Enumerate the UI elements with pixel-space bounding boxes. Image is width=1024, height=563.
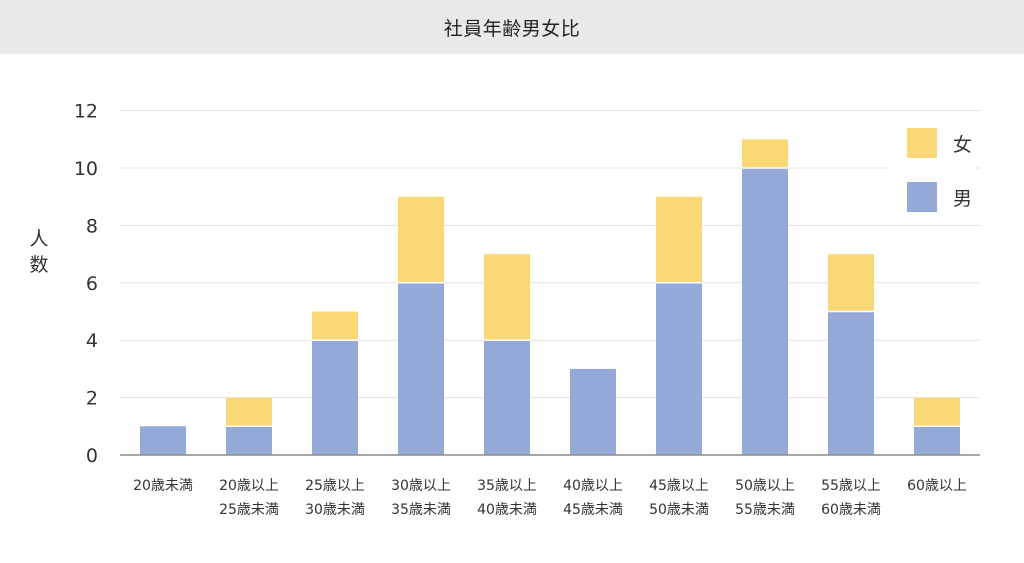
y-axis-label: 人数 [29, 228, 49, 276]
x-tick-label: 50歳以上 [735, 478, 795, 494]
x-tick-label: 20歳以上 [219, 478, 279, 494]
bar-male [140, 426, 186, 455]
x-tick-label: 40歳以上 [563, 478, 623, 494]
y-tick-label: 12 [74, 101, 98, 123]
bar-female [312, 311, 358, 341]
y-tick-label: 0 [86, 445, 98, 467]
x-tick-label: 35歳以上 [477, 478, 537, 494]
legend-item-male[interactable]: 男 [890, 170, 974, 224]
x-tick-label: 40歳未満 [477, 502, 537, 518]
y-tick-label: 8 [86, 215, 98, 237]
x-tick-label: 55歳以上 [821, 478, 881, 494]
bar-male [312, 340, 358, 455]
x-tick-label: 55歳未満 [735, 502, 795, 518]
bar-male [914, 426, 960, 455]
bar-male [226, 426, 272, 455]
bar-male [656, 282, 702, 455]
bar-female [914, 397, 960, 427]
bar-male [742, 168, 788, 455]
bar-female [398, 196, 444, 283]
x-tick-label: 45歳未満 [563, 502, 623, 518]
x-tick-label: 60歳未満 [821, 502, 881, 518]
x-tick-label: 35歳未満 [391, 502, 451, 518]
x-tick-label: 60歳以上 [907, 478, 967, 494]
bar-female [656, 196, 702, 283]
x-tick-label: 50歳未満 [649, 502, 709, 518]
chart-title: 社員年齢男女比 [443, 17, 581, 40]
x-tick-label: 20歳未満 [133, 478, 193, 494]
title-bar: 社員年齢男女比 [0, 0, 1024, 54]
bar-female [226, 397, 272, 427]
legend-item-female[interactable]: 女 [890, 116, 974, 170]
legend-label-male: 男 [953, 187, 973, 210]
bar-female [742, 139, 788, 168]
y-tick-label: 2 [86, 388, 98, 410]
x-tick-label: 45歳以上 [649, 478, 709, 494]
legend-swatch-female [907, 128, 937, 158]
x-tick-label: 25歳以上 [305, 478, 365, 494]
legend: 女 男 [890, 116, 974, 224]
bar-male [398, 282, 444, 455]
legend-label-female: 女 [953, 133, 973, 156]
bar-male [484, 340, 530, 455]
legend-swatch-male [907, 182, 937, 212]
bar-male [570, 368, 616, 455]
y-tick-label: 10 [74, 158, 98, 180]
bar-male [828, 311, 874, 455]
y-tick-label: 6 [86, 273, 98, 295]
bar-female [484, 254, 530, 341]
x-tick-label: 25歳未満 [219, 502, 279, 518]
y-tick-label: 4 [86, 330, 98, 352]
bar-female [828, 254, 874, 312]
x-tick-label: 30歳以上 [391, 478, 451, 494]
x-tick-label: 30歳未満 [305, 502, 365, 518]
